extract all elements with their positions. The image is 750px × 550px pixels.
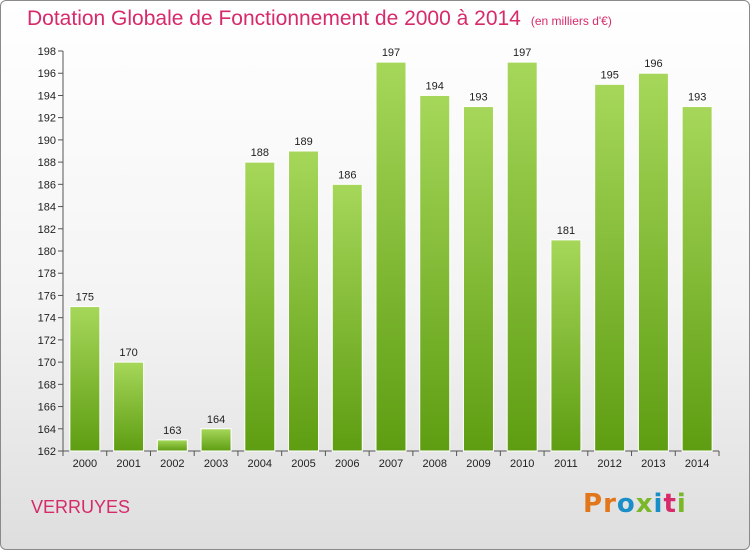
- x-tick-label-2006: 2006: [335, 458, 359, 470]
- data-label-2005: 189: [294, 136, 312, 148]
- data-label-2002: 163: [163, 425, 181, 437]
- y-tick-label: 194: [38, 90, 56, 102]
- x-tick-label-2010: 2010: [510, 458, 534, 470]
- data-label-2004: 188: [251, 147, 269, 159]
- data-label-2009: 193: [469, 92, 487, 104]
- data-label-2006: 186: [338, 169, 356, 181]
- y-tick-label: 164: [38, 424, 56, 436]
- bar-2004: [244, 161, 276, 452]
- x-tick-label-2008: 2008: [422, 458, 446, 470]
- data-label-2007: 197: [382, 47, 400, 59]
- logo-letter: x: [635, 489, 654, 519]
- bar-2003: [200, 428, 232, 452]
- y-tick-label: 192: [38, 113, 56, 125]
- x-tick-label-2000: 2000: [73, 458, 97, 470]
- bar-2010: [506, 61, 538, 452]
- y-tick-label: 188: [38, 157, 56, 169]
- x-tick-label-2004: 2004: [248, 458, 272, 470]
- y-tick-label: 196: [38, 68, 56, 80]
- x-tick-label-2001: 2001: [116, 458, 140, 470]
- y-tick-label: 172: [38, 335, 56, 347]
- bar-2013: [637, 72, 669, 452]
- labels-group: 175 2000 170 2001 163 2002 164 2003 188 2004 189 20…: [73, 47, 710, 470]
- y-tick-label: 182: [38, 224, 56, 236]
- y-tick-label: 198: [38, 46, 56, 58]
- bar-2008: [419, 94, 451, 452]
- x-tick-label-2002: 2002: [160, 458, 184, 470]
- x-tick-label-2007: 2007: [379, 458, 403, 470]
- chart-title: Dotation Globale de Fonctionnement de 20…: [27, 7, 612, 31]
- bar-2007: [375, 61, 407, 452]
- x-tick-label-2011: 2011: [554, 458, 578, 470]
- x-tick-label-2005: 2005: [291, 458, 315, 470]
- bar-2009: [462, 106, 494, 452]
- y-tick-label: 190: [38, 135, 56, 147]
- bar-2000: [69, 306, 101, 452]
- commune-name: VERRUYES: [31, 497, 131, 517]
- y-tick-label: 180: [38, 246, 56, 258]
- bar-2002: [156, 439, 188, 452]
- logo-letter: P: [583, 489, 604, 519]
- y-tick-label: 162: [38, 446, 56, 458]
- y-tick-label: 168: [38, 379, 56, 391]
- bars-group: [69, 61, 713, 452]
- y-tick-label: 184: [38, 202, 56, 214]
- x-tick-label-2014: 2014: [685, 458, 709, 470]
- y-tick-label: 174: [38, 313, 56, 325]
- x-tick-label-2012: 2012: [597, 458, 621, 470]
- data-label-2011: 181: [557, 225, 575, 237]
- logo-letter: o: [616, 489, 636, 519]
- data-label-2000: 175: [76, 292, 94, 304]
- x-tick-label-2003: 2003: [204, 458, 228, 470]
- y-tick-label: 170: [38, 357, 56, 369]
- y-tick-label: 178: [38, 268, 56, 280]
- data-label-2014: 193: [688, 92, 706, 104]
- x-tick-label-2009: 2009: [466, 458, 490, 470]
- data-label-2010: 197: [513, 47, 531, 59]
- chart-title-text: Dotation Globale de Fonctionnement de 20…: [27, 7, 521, 30]
- bar-2012: [594, 83, 626, 452]
- logo-letter: i: [676, 489, 687, 519]
- data-label-2013: 196: [644, 58, 662, 70]
- logo-letter: t: [663, 489, 677, 519]
- y-tick-label: 166: [38, 402, 56, 414]
- bar-2006: [331, 183, 363, 452]
- logo-letter: i: [653, 489, 664, 519]
- data-label-2003: 164: [207, 414, 225, 426]
- y-tick-label: 176: [38, 290, 56, 302]
- bar-2005: [288, 150, 320, 452]
- bar-2014: [681, 106, 713, 452]
- chart-subtitle: (en milliers d'€): [530, 14, 612, 28]
- logo-letter: r: [603, 489, 617, 519]
- y-tick-label: 186: [38, 179, 56, 191]
- bar-2011: [550, 239, 582, 452]
- data-label-2001: 170: [119, 347, 137, 359]
- proxiti-logo[interactable]: Proxiti: [583, 489, 687, 519]
- data-label-2008: 194: [426, 80, 444, 92]
- bar-2001: [113, 361, 145, 452]
- x-tick-label-2013: 2013: [641, 458, 665, 470]
- data-label-2012: 195: [600, 69, 618, 81]
